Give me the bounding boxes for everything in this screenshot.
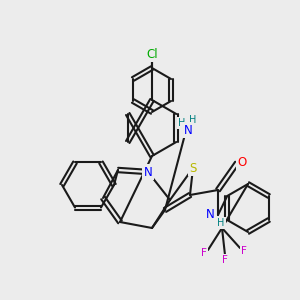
Text: O: O (237, 157, 247, 169)
Text: N: N (144, 166, 152, 178)
Text: F: F (222, 255, 228, 265)
Text: N: N (206, 208, 214, 221)
Text: N: N (184, 124, 192, 136)
Text: H: H (189, 115, 197, 125)
Text: H: H (178, 118, 186, 128)
Text: S: S (189, 161, 197, 175)
Text: Cl: Cl (147, 50, 158, 60)
Text: F: F (241, 246, 247, 256)
Text: Cl: Cl (146, 47, 158, 61)
Text: H: H (217, 218, 225, 228)
Text: F: F (201, 248, 207, 258)
